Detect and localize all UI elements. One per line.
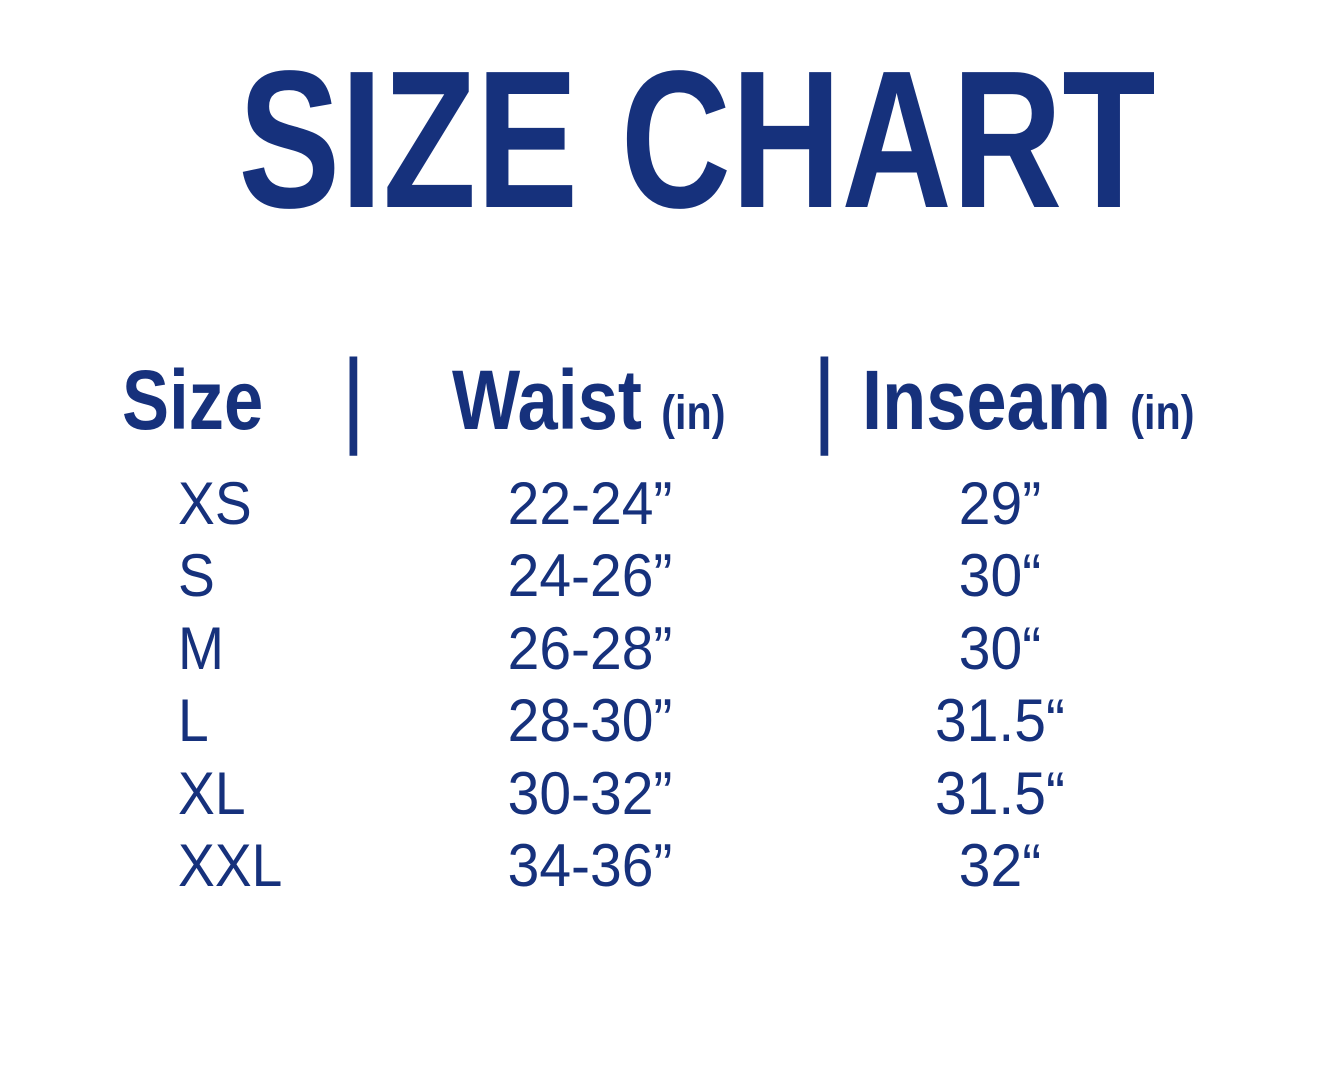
table-row: XL 30-32” 31.5“ — [0, 764, 1344, 837]
size-cell: M — [178, 615, 224, 682]
table-row: S 24-26” 30“ — [0, 546, 1344, 619]
table-row: M 26-28” 30“ — [0, 619, 1344, 692]
page-title: SIZE CHART — [238, 30, 1156, 249]
waist-cell: 24-26” — [507, 542, 673, 609]
waist-cell: 28-30” — [507, 687, 673, 754]
column-header-inseam: Inseam (in) — [862, 358, 1194, 442]
size-cell: XXL — [178, 832, 283, 899]
size-cell: XL — [178, 760, 246, 827]
column-header-waist-unit: (in) — [661, 387, 726, 440]
inseam-cell: 31.5“ — [935, 687, 1065, 754]
column-separator: | — [812, 338, 837, 456]
table-row: L 28-30” 31.5“ — [0, 691, 1344, 764]
column-header-size: Size — [122, 353, 264, 447]
table-row: XS 22-24” 29” — [0, 474, 1344, 547]
inseam-cell: 29” — [958, 470, 1042, 537]
waist-cell: 26-28” — [507, 615, 673, 682]
inseam-cell: 31.5“ — [935, 760, 1065, 827]
inseam-cell: 30“ — [958, 615, 1042, 682]
waist-cell: 30-32” — [507, 760, 673, 827]
size-cell: L — [178, 687, 209, 754]
column-separator: | — [341, 338, 366, 456]
size-cell: XS — [178, 470, 252, 537]
column-header-waist: Waist (in) — [452, 358, 725, 442]
size-cell: S — [178, 542, 215, 609]
table-header: Size | Waist (in) | Inseam (in) — [0, 344, 1344, 454]
column-header-waist-label: Waist — [452, 353, 642, 447]
waist-cell: 22-24” — [507, 470, 673, 537]
inseam-cell: 32“ — [958, 832, 1042, 899]
column-header-inseam-unit: (in) — [1130, 387, 1195, 440]
table-row: XXL 34-36” 32“ — [0, 836, 1344, 909]
column-header-inseam-label: Inseam — [862, 353, 1111, 447]
inseam-cell: 30“ — [958, 542, 1042, 609]
waist-cell: 34-36” — [507, 832, 673, 899]
table-body: XS 22-24” 29” S 24-26” 30“ M 26-28” 30“ … — [0, 474, 1344, 934]
